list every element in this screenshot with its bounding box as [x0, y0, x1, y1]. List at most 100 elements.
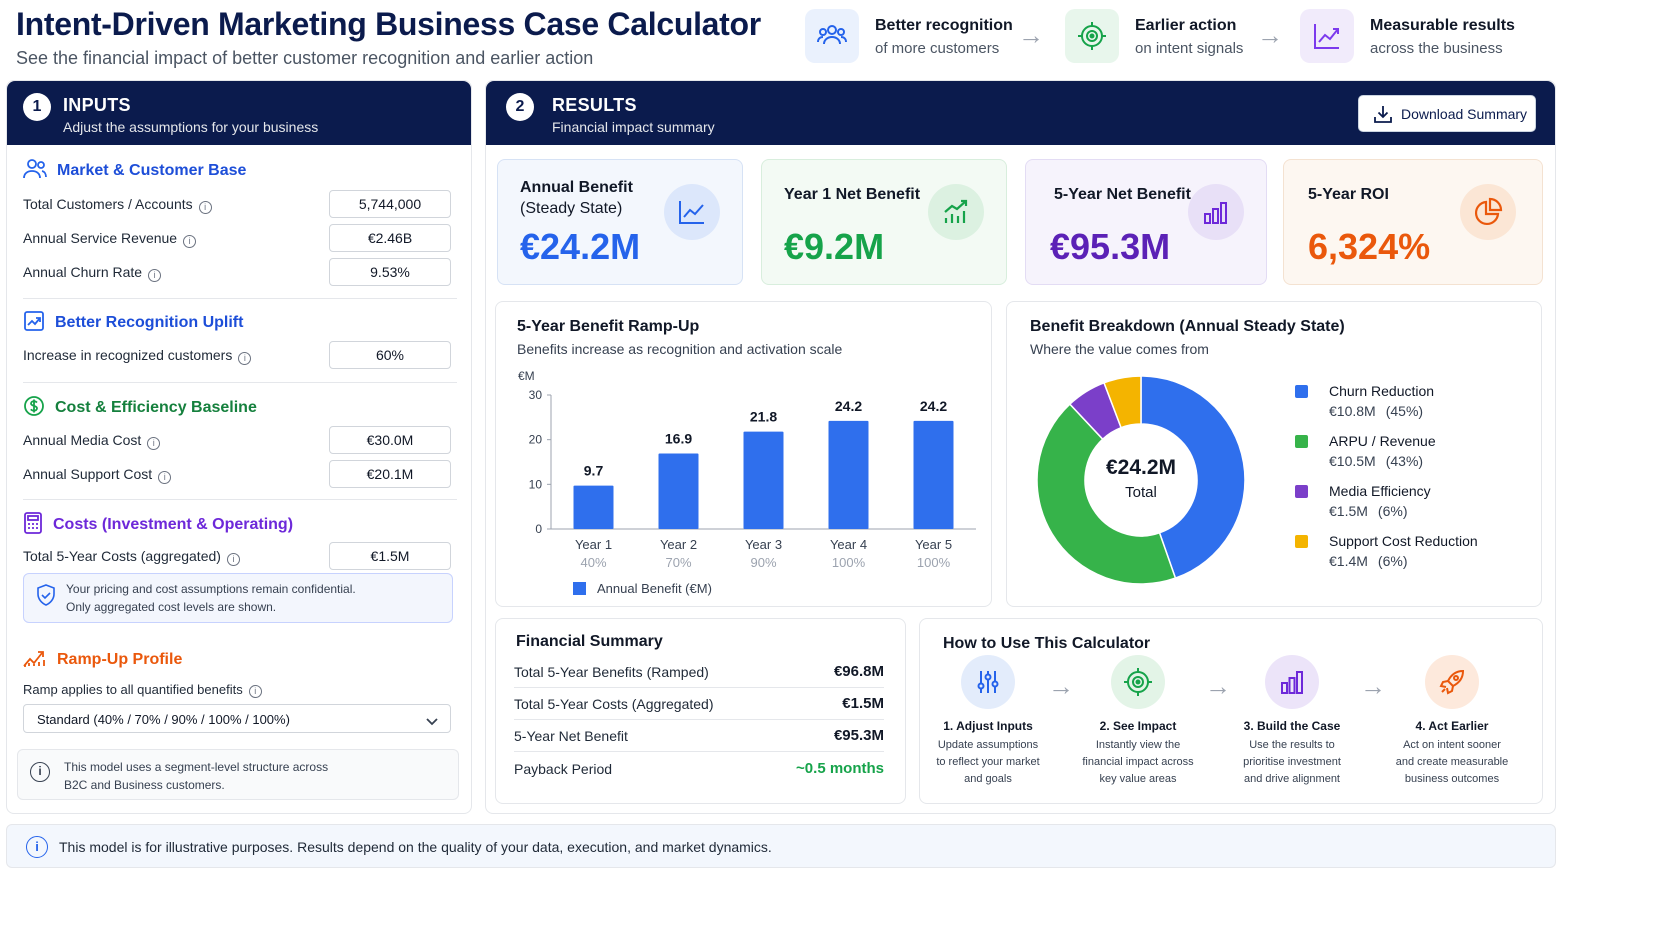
download-summary-button[interactable]: Download Summary: [1358, 95, 1536, 132]
y-tick-label: 0: [535, 522, 542, 536]
bar-chart-icon: [1265, 655, 1319, 709]
inputs-panel: 1 INPUTS Adjust the assumptions for your…: [6, 80, 472, 814]
donut-slice: [1036, 403, 1177, 585]
section-baseline: Cost & Efficiency Baseline: [23, 395, 257, 420]
footer-disclaimer: i This model is for illustrative purpose…: [6, 824, 1556, 868]
x-tick-label: Year 2: [660, 537, 697, 552]
x-tick-sublabel: 70%: [665, 555, 691, 570]
info-icon: i: [26, 836, 48, 858]
legend-amount: €1.5M: [1329, 503, 1368, 519]
x-tick-sublabel: 100%: [832, 555, 866, 570]
info-icon[interactable]: i: [148, 269, 162, 282]
section-market: Market & Customer Base: [23, 158, 246, 185]
kpi-value: 6,324%: [1308, 226, 1431, 267]
header-step-title: Measurable results: [1370, 17, 1515, 34]
ramp-label-row: Ramp applies to all quantified benefits i: [23, 682, 262, 698]
legend-percent: (43%): [1385, 453, 1424, 469]
rampup-bar-chart: €M 0 10 20 30 9.7 Year 1 40% 16.9 Year 2 70% 21.8 Ye…: [518, 369, 976, 596]
chart-growth-icon: [1300, 9, 1354, 63]
summary-label: Payback Period: [514, 761, 613, 777]
legend-value: €1.4M (6%): [1329, 553, 1407, 569]
legend-swatch: [573, 582, 586, 595]
x-tick-sublabel: 90%: [750, 555, 776, 570]
header-step-desc: across the business: [1370, 40, 1503, 57]
service-revenue-input[interactable]: €2.46B: [329, 224, 451, 252]
results-panel-header: 2 RESULTS Financial impact summary Downl…: [486, 81, 1555, 145]
how-step-desc: and drive alignment: [1243, 773, 1340, 785]
note-text: Your pricing and cost assumptions remain…: [66, 582, 356, 596]
donut-slice: [1140, 375, 1246, 580]
legend-amount: €10.5M: [1329, 453, 1376, 469]
info-icon[interactable]: i: [226, 553, 240, 566]
info-icon[interactable]: i: [248, 685, 262, 698]
legend-value: €10.8M (45%): [1329, 403, 1423, 419]
summary-row-net-benefit: 5-Year Net Benefit €95.3M: [514, 720, 884, 752]
page-subtitle: See the financial impact of better custo…: [16, 48, 594, 68]
how-step-title: 2. See Impact: [1099, 719, 1177, 733]
results-subtitle: Financial impact summary: [552, 119, 715, 135]
info-icon[interactable]: i: [158, 471, 172, 484]
summary-value: €1.5M: [842, 695, 884, 712]
input-label: Annual Service Revenue: [23, 230, 178, 246]
how-step-impact: 2. See Impact Instantly view the financia…: [1073, 655, 1203, 788]
recognized-increase-input[interactable]: 60%: [329, 341, 451, 369]
how-step-desc: Update assumptions: [937, 739, 1039, 751]
legend-value: €10.5M (43%): [1329, 453, 1423, 469]
note-text: Only aggregated cost levels are shown.: [66, 600, 277, 614]
churn-rate-input[interactable]: 9.53%: [329, 258, 451, 286]
legend-label: ARPU / Revenue: [1329, 433, 1436, 449]
total-customers-input[interactable]: 5,744,000: [329, 190, 451, 218]
disclaimer-text: This model is for illustrative purposes.…: [59, 839, 772, 855]
legend-label: Media Efficiency: [1329, 483, 1431, 499]
users-icon: [805, 9, 859, 63]
confidential-note: Your pricing and cost assumptions remain…: [23, 573, 453, 623]
ramp-profile-select[interactable]: Standard (40% / 70% / 90% / 100% / 100%): [23, 704, 451, 733]
donut-slice: [1103, 375, 1142, 429]
target-icon: [1065, 9, 1119, 63]
info-icon[interactable]: i: [238, 352, 252, 365]
summary-label: 5-Year Net Benefit: [514, 728, 628, 744]
divider: [23, 499, 457, 500]
chart-title: 5-Year Benefit Ramp-Up: [517, 318, 700, 335]
financial-summary-card: Financial Summary Total 5-Year Benefits …: [495, 618, 906, 804]
input-row-recognized-increase: Increase in recognized customers i 60%: [23, 341, 453, 369]
arrow-right-icon: →: [1018, 20, 1044, 50]
input-row-service-revenue: Annual Service Revenue i €2.46B: [23, 224, 453, 252]
input-row-churn-rate: Annual Churn Rate i 9.53%: [23, 258, 453, 286]
users-icon: [23, 158, 47, 185]
y-axis-label: €M: [518, 369, 535, 383]
support-cost-input[interactable]: €20.1M: [329, 460, 451, 488]
kpi-label: Year 1 Net Benefit: [784, 186, 921, 203]
summary-value: €95.3M: [833, 727, 884, 744]
total-costs-input[interactable]: €1.5M: [329, 542, 451, 570]
results-panel: 2 RESULTS Financial impact summary Downl…: [485, 80, 1556, 814]
calculator-icon: [23, 511, 43, 539]
bar: [913, 420, 954, 529]
bar-chart-icon: [1188, 184, 1244, 240]
summary-row-total-benefits: Total 5-Year Benefits (Ramped) €96.8M: [514, 656, 884, 688]
input-label: Total Customers / Accounts: [23, 196, 193, 212]
legend-amount: €10.8M: [1329, 403, 1376, 419]
summary-value: €96.8M: [833, 663, 884, 680]
bar: [658, 453, 699, 529]
how-step-desc: Instantly view the: [1095, 739, 1181, 751]
input-label: Annual Support Cost: [23, 466, 153, 482]
section-costs: Costs (Investment & Operating): [23, 511, 293, 539]
shield-icon: [36, 584, 56, 611]
section-title: Better Recognition Uplift: [55, 314, 244, 331]
info-icon[interactable]: i: [198, 201, 212, 214]
how-step-desc: Use the results to: [1249, 739, 1335, 751]
how-step-desc: key value areas: [1099, 773, 1177, 785]
how-step-title: 1. Adjust Inputs: [943, 719, 1033, 733]
line-chart-icon: [664, 184, 720, 240]
y-tick-label: 10: [529, 477, 543, 491]
media-cost-input[interactable]: €30.0M: [329, 426, 451, 454]
info-icon[interactable]: i: [183, 235, 197, 248]
info-icon[interactable]: i: [147, 437, 161, 450]
how-step-desc: and goals: [964, 773, 1012, 785]
how-step-title: 3. Build the Case: [1243, 719, 1341, 733]
how-to-card: How to Use This Calculator 1. Adjust Inp…: [919, 618, 1543, 804]
how-to-title: How to Use This Calculator: [943, 635, 1151, 652]
kpi-label: 5-Year ROI: [1308, 186, 1389, 203]
bar-data-label: 24.2: [835, 398, 862, 414]
